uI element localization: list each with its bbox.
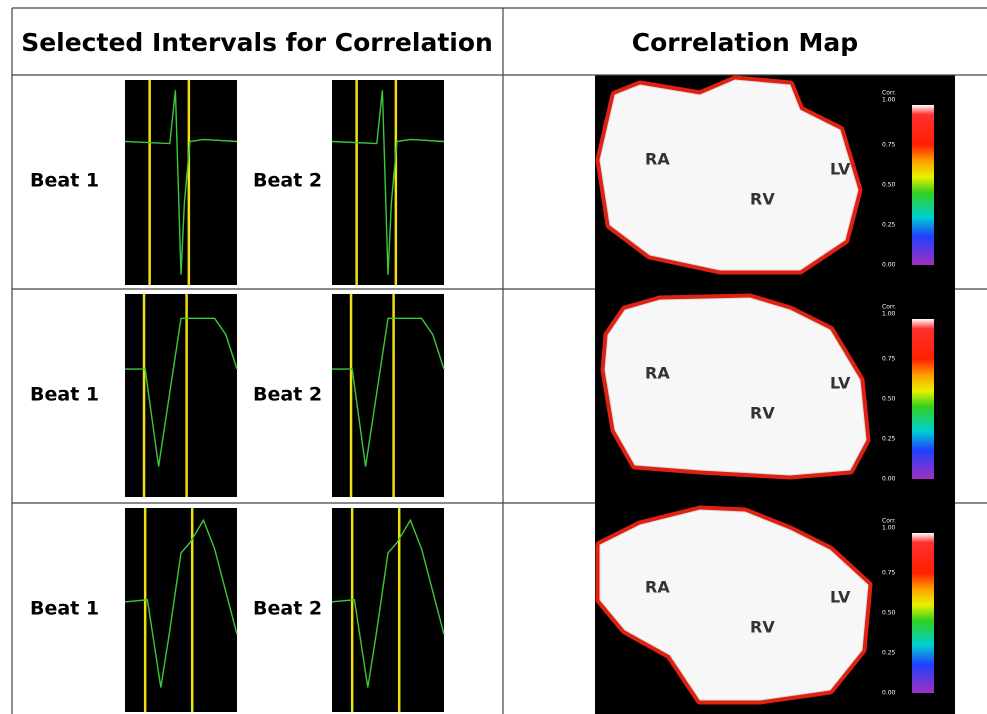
ecg-trace xyxy=(124,90,238,275)
chamber-label: RV xyxy=(750,404,775,423)
colorbar-tick: 1.00 xyxy=(882,97,896,104)
chamber-label: RV xyxy=(750,618,775,637)
heart-surface xyxy=(599,509,869,701)
colorbar-tick: 1.00 xyxy=(882,311,896,318)
header-right: Correlation Map xyxy=(632,28,858,57)
beat-label: Beat 2 xyxy=(253,170,322,192)
colorbar-tick: 0.25 xyxy=(882,650,896,657)
heart-surface xyxy=(599,79,859,271)
beat-label: Beat 1 xyxy=(30,384,99,406)
table-grid xyxy=(11,7,987,714)
chamber-label: RA xyxy=(645,578,670,597)
colorbar xyxy=(912,105,934,265)
ecg-trace xyxy=(124,518,238,688)
colorbar-tick: 0.00 xyxy=(882,690,896,697)
colorbar-tick: 0.50 xyxy=(882,396,896,403)
chamber-label: LV xyxy=(830,160,851,179)
colorbar-title: Corr. xyxy=(882,304,896,311)
ecg-trace xyxy=(332,317,445,467)
ecg-panel xyxy=(125,80,237,285)
chamber-label: LV xyxy=(830,374,851,393)
colorbar xyxy=(912,319,934,479)
chamber-label: RA xyxy=(645,150,670,169)
colorbar-tick: 1.00 xyxy=(882,525,896,532)
colorbar-tick: 0.75 xyxy=(882,142,896,149)
header-left: Selected Intervals for Correlation xyxy=(21,28,493,57)
chamber-label: RA xyxy=(645,364,670,383)
colorbar xyxy=(912,533,934,693)
beat-label: Beat 1 xyxy=(30,170,99,192)
ecg-trace xyxy=(331,518,445,688)
ecg-panel xyxy=(125,294,237,497)
colorbar-tick: 0.25 xyxy=(882,436,896,443)
ecg-trace xyxy=(331,90,445,275)
beat-label: Beat 2 xyxy=(253,384,322,406)
colorbar-title: Corr. xyxy=(882,518,896,525)
colorbar-tick: 0.75 xyxy=(882,356,896,363)
colorbar-tick: 0.50 xyxy=(882,610,896,617)
heart-surface xyxy=(604,297,867,476)
colorbar-tick: 0.50 xyxy=(882,182,896,189)
ecg-panel xyxy=(332,294,444,497)
ecg-panel xyxy=(125,508,237,712)
colorbar-tick: 0.00 xyxy=(882,262,896,269)
colorbar-tick: 0.00 xyxy=(882,476,896,483)
colorbar-tick: 0.75 xyxy=(882,570,896,577)
colorbar-tick: 0.25 xyxy=(882,222,896,229)
chamber-label: RV xyxy=(750,190,775,209)
ecg-panel xyxy=(332,80,444,285)
beat-label: Beat 1 xyxy=(30,598,99,620)
chamber-label: LV xyxy=(830,588,851,607)
beat-label: Beat 2 xyxy=(253,598,322,620)
ecg-panel xyxy=(332,508,444,712)
colorbar-title: Corr. xyxy=(882,90,896,97)
ecg-trace xyxy=(125,317,238,467)
